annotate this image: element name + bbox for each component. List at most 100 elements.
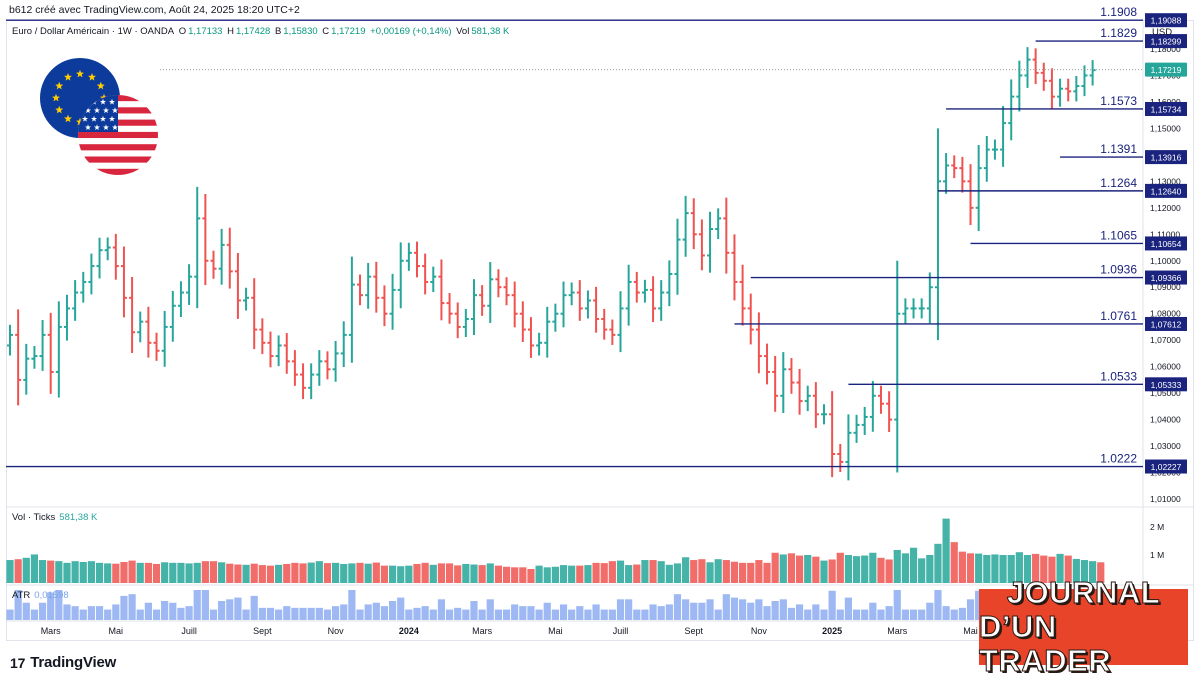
volume-bar[interactable] [820, 560, 828, 583]
volume-bar[interactable] [120, 562, 128, 583]
volume-bar[interactable] [201, 561, 209, 583]
volume-bar[interactable] [250, 563, 258, 583]
volume-bar[interactable] [535, 565, 543, 583]
volume-bar[interactable] [71, 561, 79, 583]
ohlc-bar[interactable] [617, 291, 624, 353]
volume-bar[interactable] [519, 567, 527, 583]
atr-bar[interactable] [885, 606, 893, 620]
ohlc-bar[interactable] [194, 186, 201, 309]
volume-bar[interactable] [364, 563, 372, 583]
atr-bar[interactable] [283, 606, 291, 620]
atr-bar[interactable] [30, 609, 39, 620]
atr-bar[interactable] [836, 609, 844, 620]
volume-bar[interactable] [79, 562, 87, 583]
ohlc-bar[interactable] [625, 264, 632, 326]
ohlc-bar[interactable] [300, 363, 307, 400]
volume-bar[interactable] [445, 563, 454, 583]
atr-bar[interactable] [502, 609, 511, 620]
volume-bar[interactable] [429, 564, 437, 583]
ohlc-bar[interactable] [641, 279, 648, 303]
ohlc-bar[interactable] [291, 350, 298, 386]
volume-bar[interactable] [218, 562, 226, 583]
atr-bar[interactable] [519, 606, 527, 620]
volume-bar[interactable] [478, 565, 486, 583]
ohlc-bar[interactable] [267, 331, 274, 368]
ohlc-bar[interactable] [951, 155, 958, 179]
atr-bar[interactable] [747, 602, 755, 620]
volume-bar[interactable] [1089, 561, 1097, 583]
atr-bar[interactable] [494, 609, 502, 620]
atr-bar[interactable] [869, 602, 877, 620]
ohlc-bar[interactable] [120, 246, 127, 318]
ohlc-bar[interactable] [161, 310, 168, 367]
atr-bar[interactable] [861, 609, 869, 620]
atr-bar[interactable] [470, 601, 478, 620]
atr-bar[interactable] [966, 599, 975, 620]
ohlc-bar[interactable] [177, 281, 184, 318]
ohlc-bar[interactable] [821, 404, 827, 425]
atr-bar[interactable] [608, 609, 616, 620]
volume-bar[interactable] [258, 565, 266, 583]
ohlc-bar[interactable] [707, 211, 714, 273]
volume-bar[interactable] [1040, 555, 1048, 583]
volume-bar[interactable] [1015, 552, 1023, 583]
atr-bar[interactable] [616, 599, 625, 620]
ohlc-bar[interactable] [112, 233, 119, 280]
ohlc-bar[interactable] [845, 414, 852, 481]
atr-bar[interactable] [812, 604, 820, 620]
ohlc-bar[interactable] [934, 128, 941, 341]
ohlc-bar[interactable] [31, 346, 38, 369]
atr-bar[interactable] [388, 601, 397, 620]
atr-bar[interactable] [771, 601, 779, 620]
volume-bar[interactable] [128, 560, 136, 583]
ohlc-bar[interactable] [698, 219, 705, 271]
ohlc-bar[interactable] [682, 195, 689, 257]
ohlc-bar[interactable] [39, 320, 46, 371]
ohlc-bar[interactable] [975, 144, 982, 231]
volume-bar[interactable] [348, 563, 356, 583]
ohlc-bar[interactable] [560, 281, 567, 328]
atr-bar[interactable] [779, 599, 787, 620]
volume-bar[interactable] [152, 563, 161, 583]
volume-bar[interactable] [804, 555, 812, 583]
ohlc-bar[interactable] [519, 301, 526, 343]
volume-bar[interactable] [1072, 558, 1080, 583]
atr-bar[interactable] [429, 609, 437, 620]
volume-bar[interactable] [869, 552, 877, 583]
volume-bar[interactable] [966, 553, 975, 583]
volume-bar[interactable] [315, 561, 323, 583]
ohlc-bar[interactable] [666, 260, 673, 307]
volume-bar[interactable] [30, 554, 39, 583]
volume-bar[interactable] [771, 552, 779, 583]
ohlc-bar[interactable] [576, 280, 583, 321]
ohlc-bar[interactable] [1024, 47, 1031, 88]
volume-bar[interactable] [576, 565, 584, 583]
atr-bar[interactable] [527, 606, 535, 620]
atr-bar[interactable] [682, 599, 690, 620]
atr-bar[interactable] [625, 599, 633, 620]
volume-bar[interactable] [999, 555, 1007, 583]
volume-bar[interactable] [893, 549, 901, 583]
atr-bar[interactable] [437, 599, 446, 620]
ohlc-bar[interactable] [1065, 78, 1072, 102]
atr-bar[interactable] [397, 597, 405, 620]
volume-bar[interactable] [983, 555, 991, 583]
atr-bar[interactable] [161, 601, 169, 620]
atr-bar[interactable] [234, 597, 242, 620]
atr-bar[interactable] [136, 609, 144, 620]
volume-bar[interactable] [136, 562, 144, 583]
ohlc-bar[interactable] [926, 272, 933, 324]
ohlc-bar[interactable] [894, 260, 901, 473]
ohlc-bar[interactable] [479, 285, 486, 316]
atr-bar[interactable] [787, 607, 796, 620]
ohlc-bar[interactable] [503, 277, 510, 306]
atr-bar[interactable] [152, 609, 161, 620]
currency-label[interactable]: USD [1152, 27, 1173, 38]
volume-bar[interactable] [852, 556, 861, 583]
ohlc-bar[interactable] [470, 279, 477, 336]
atr-bar[interactable] [63, 604, 71, 620]
atr-bar[interactable] [323, 609, 332, 620]
atr-bar[interactable] [584, 609, 592, 620]
ohlc-bar[interactable] [1081, 65, 1088, 97]
volume-bar[interactable] [812, 556, 820, 583]
